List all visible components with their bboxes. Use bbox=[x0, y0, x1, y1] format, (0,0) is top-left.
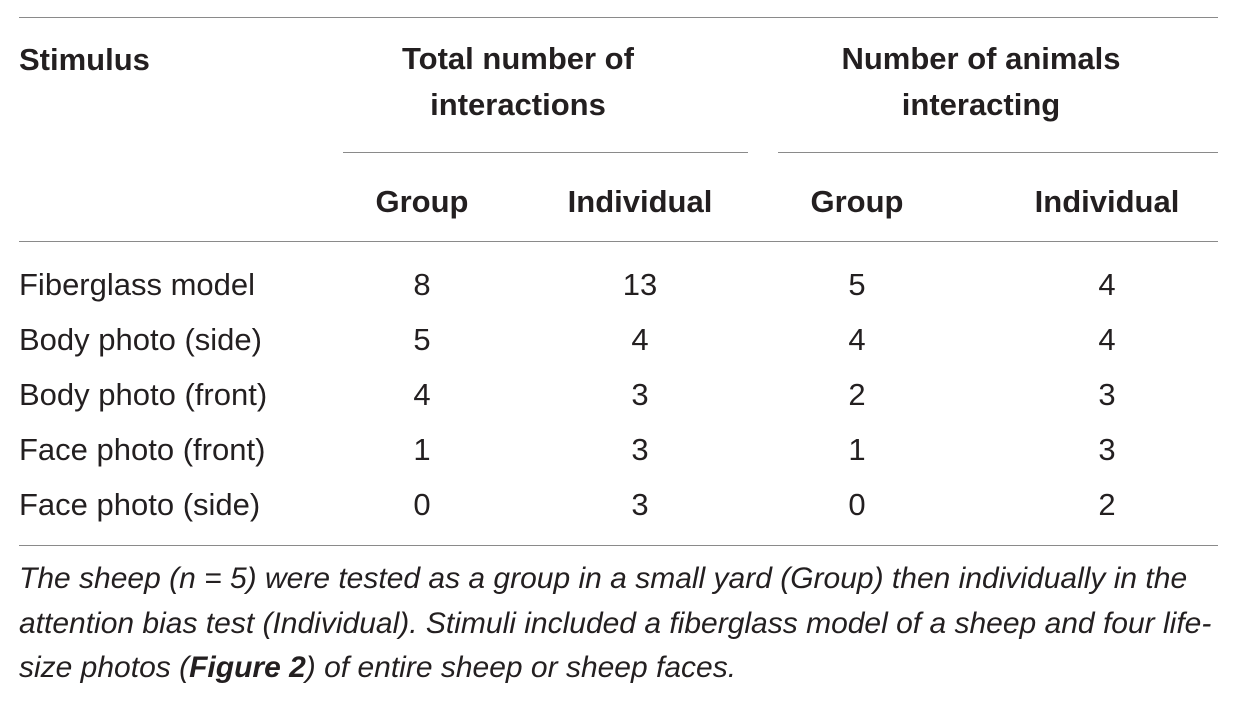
cell-animals-group: 4 bbox=[848, 322, 866, 357]
cell-total-individual: 4 bbox=[631, 322, 649, 357]
caption-text-1: The sheep (n = 5) were tested as a group… bbox=[19, 562, 1212, 684]
cell-animals-individual: 4 bbox=[1098, 267, 1116, 302]
header-animals-interacting: Number of animals interacting bbox=[841, 41, 1121, 122]
subheader-individual-2: Individual bbox=[1034, 184, 1180, 219]
group1-underline bbox=[343, 152, 748, 153]
cell-animals-individual: 3 bbox=[1098, 432, 1116, 467]
cell-animals-individual: 2 bbox=[1098, 487, 1116, 522]
cell-total-individual: 13 bbox=[622, 267, 658, 302]
row-stimulus: Body photo (side) bbox=[19, 322, 262, 357]
cell-total-individual: 3 bbox=[631, 487, 649, 522]
cell-total-group: 1 bbox=[413, 432, 431, 467]
cell-total-individual: 3 bbox=[631, 377, 649, 412]
caption-text-2: ) of entire sheep or sheep faces. bbox=[305, 651, 737, 684]
cell-animals-individual: 4 bbox=[1098, 322, 1116, 357]
cell-total-individual: 3 bbox=[631, 432, 649, 467]
cell-animals-individual: 3 bbox=[1098, 377, 1116, 412]
subheader-individual-1: Individual bbox=[567, 184, 713, 219]
header-bottom-rule bbox=[19, 241, 1218, 242]
row-stimulus: Face photo (front) bbox=[19, 432, 266, 467]
row-stimulus: Face photo (side) bbox=[19, 487, 261, 522]
subheader-group-2: Group bbox=[810, 184, 904, 219]
table-caption: The sheep (n = 5) were tested as a group… bbox=[19, 557, 1224, 691]
cell-total-group: 8 bbox=[413, 267, 431, 302]
cell-animals-group: 1 bbox=[848, 432, 866, 467]
cell-total-group: 5 bbox=[413, 322, 431, 357]
group2-underline bbox=[778, 152, 1218, 153]
header-total-interactions: Total number of interactions bbox=[402, 41, 634, 122]
subheader-group-1: Group bbox=[375, 184, 469, 219]
cell-animals-group: 5 bbox=[848, 267, 866, 302]
table-top-rule bbox=[19, 17, 1218, 18]
figure-2-link[interactable]: Figure 2 bbox=[189, 651, 306, 684]
cell-total-group: 4 bbox=[413, 377, 431, 412]
row-stimulus: Body photo (front) bbox=[19, 377, 268, 412]
header-stimulus: Stimulus bbox=[19, 42, 150, 77]
cell-animals-group: 2 bbox=[848, 377, 866, 412]
row-stimulus: Fiberglass model bbox=[19, 267, 256, 302]
cell-animals-group: 0 bbox=[848, 487, 866, 522]
cell-total-group: 0 bbox=[413, 487, 431, 522]
table-bottom-rule bbox=[19, 545, 1218, 546]
